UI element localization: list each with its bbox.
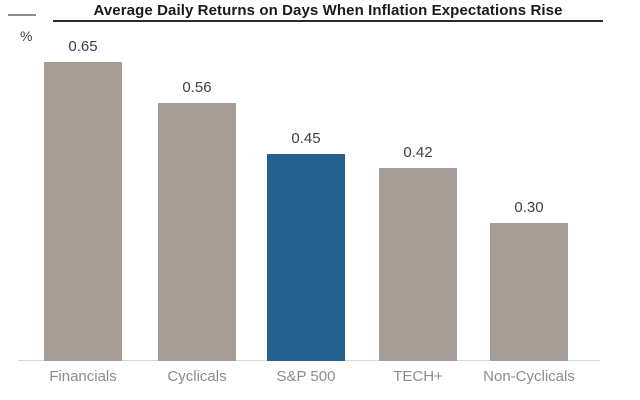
category-label: TECH+	[393, 368, 443, 385]
bar-non-cyclicals	[490, 223, 568, 361]
category-label: Non-Cyclicals	[483, 368, 575, 385]
bar-cyclicals	[158, 103, 236, 361]
y-axis-unit-label: %	[20, 28, 33, 44]
bar-value-label: 0.45	[291, 130, 321, 147]
chart-title: Average Daily Returns on Days When Infla…	[93, 2, 563, 19]
category-label: S&P 500	[276, 368, 336, 385]
bar-value-label: 0.30	[514, 199, 544, 216]
bar-tech-	[379, 168, 457, 361]
bar-value-label: 0.65	[68, 38, 98, 55]
category-label: Cyclicals	[167, 368, 227, 385]
bar-s-p-500	[267, 154, 345, 361]
title-underline	[53, 20, 603, 22]
bar-value-label: 0.56	[182, 79, 212, 96]
bar-financials	[44, 62, 122, 361]
category-label: Financials	[49, 368, 117, 385]
bar-value-label: 0.42	[403, 144, 433, 161]
chart-header: Average Daily Returns on Days When Infla…	[53, 2, 603, 20]
corner-tick-line	[8, 14, 36, 16]
